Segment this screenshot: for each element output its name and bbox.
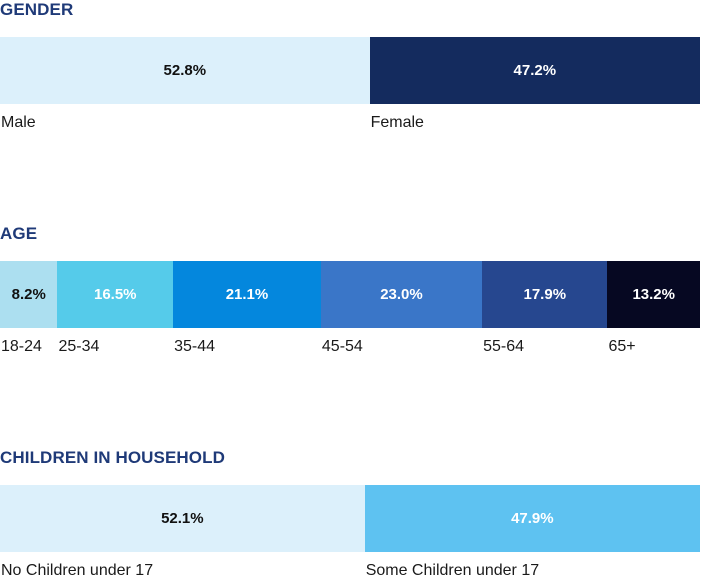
stacked-bar: 8.2% 16.5% 21.1% 23.0% 17.9% 13.2% [0, 261, 700, 328]
bar-segment: 52.8% [0, 37, 370, 104]
bar-segment: 47.2% [369, 37, 700, 104]
section-title: AGE [0, 224, 38, 243]
category-label: 65+ [608, 338, 636, 355]
bar-segment: 47.9% [364, 485, 700, 552]
bar-segment: 13.2% [607, 261, 700, 328]
category-label: No Children under 17 [1, 562, 154, 579]
bar-segment: 16.5% [57, 261, 174, 328]
bar-segment: 52.1% [0, 485, 365, 552]
section-title: CHILDREN IN HOUSEHOLD [0, 448, 225, 467]
bar-segment: 21.1% [173, 261, 321, 328]
category-label: Some Children under 17 [365, 562, 540, 579]
category-labels: Male Female [0, 114, 700, 134]
section-title: GENDER [0, 0, 74, 19]
bar-segment: 23.0% [320, 261, 483, 328]
category-labels: 18-24 25-34 35-44 45-54 55-64 65+ [0, 338, 700, 358]
bar-segment: 8.2% [0, 261, 58, 328]
category-label: 35-44 [174, 338, 215, 355]
stacked-bar: 52.8% 47.2% [0, 37, 700, 104]
category-label: 25-34 [58, 338, 100, 355]
category-labels: No Children under 17 Some Children under … [0, 562, 700, 582]
category-label: 45-54 [321, 338, 363, 355]
category-label: Female [370, 114, 424, 131]
category-label: 55-64 [483, 338, 524, 355]
category-label: 18-24 [1, 338, 42, 355]
stacked-bar: 52.1% 47.9% [0, 485, 700, 552]
bar-segment: 17.9% [482, 261, 608, 328]
category-label: Male [1, 114, 36, 131]
